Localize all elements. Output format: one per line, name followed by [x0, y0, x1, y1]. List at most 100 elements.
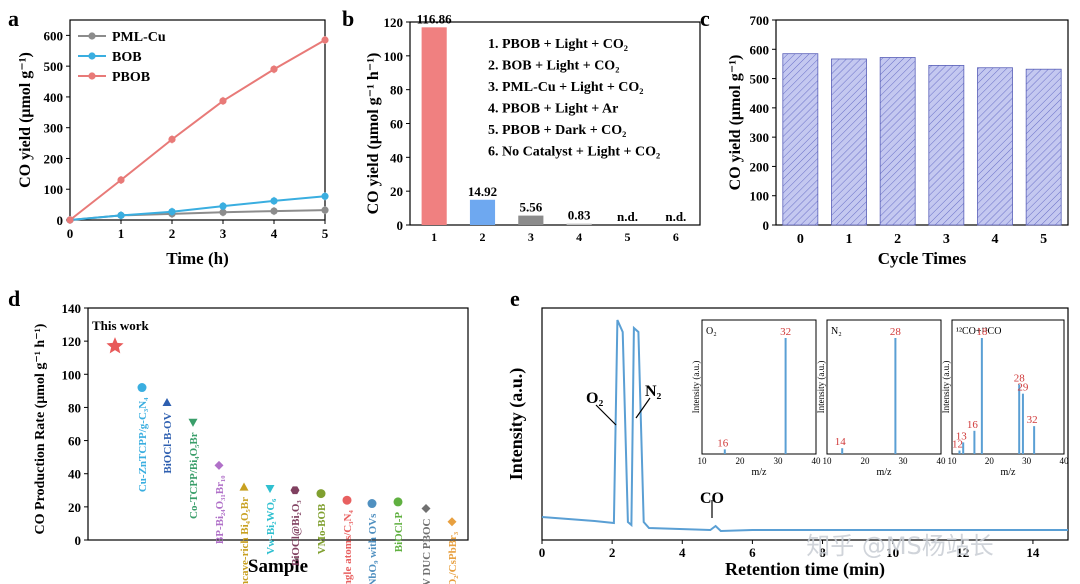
- x-tick-label: 1: [431, 230, 437, 244]
- data-point: [321, 192, 329, 200]
- point-label: Concave-rich Bi₄O₅Br: [239, 497, 251, 584]
- mass-peak-label: 16: [967, 419, 979, 431]
- data-point: [66, 216, 74, 224]
- legend-label: BOB: [112, 50, 142, 65]
- inset-x-tick: 20: [736, 456, 746, 466]
- y-tick-label: 100: [44, 182, 64, 197]
- point-label: BP-Bi₂₄O₃₁Br₁₀: [214, 475, 226, 544]
- mass-peak-label: 28: [890, 326, 902, 338]
- x-tick-label: 3: [220, 226, 227, 241]
- scatter-point: [447, 517, 457, 527]
- scatter-point: [162, 397, 172, 407]
- y-tick-label: 80: [390, 83, 403, 98]
- peak-label: CO: [700, 490, 724, 507]
- y-tick-label: 700: [750, 13, 770, 28]
- data-point: [270, 197, 278, 205]
- mass-peak-label: 16: [717, 437, 729, 449]
- x-tick-label: 5: [1040, 232, 1047, 247]
- inset-x-tick: 10: [698, 456, 708, 466]
- y-tick-label: 600: [750, 42, 770, 57]
- inset-x-tick: 40: [1060, 456, 1070, 466]
- y-tick-label: 40: [68, 467, 81, 482]
- scatter-point: [290, 486, 300, 495]
- y-tick-label: 20: [390, 184, 403, 199]
- y-tick-label: 300: [750, 130, 770, 145]
- inset-x-label: m/z: [1001, 467, 1017, 478]
- plot-frame: [775, 19, 1069, 226]
- x-axis-title: Sample: [248, 556, 308, 577]
- panel-label-c: c: [700, 6, 710, 31]
- inset-frame: [951, 319, 1065, 455]
- peak-label: N₂: [645, 383, 662, 400]
- scatter-point: [316, 489, 326, 499]
- panel-label-b: b: [342, 6, 354, 31]
- y-tick-label: 100: [384, 49, 404, 64]
- inset-x-tick: 40: [812, 456, 822, 466]
- x-tick-label: 0: [539, 545, 546, 560]
- y-axis-title: CO yield (μmol g⁻¹ h⁻¹): [365, 53, 382, 215]
- panel-d: 0 20 40 60 80 100 120 140 Sample CO Production Ra…: [33, 301, 469, 584]
- point-label: BiOCl-P: [393, 512, 405, 553]
- bar: [928, 64, 965, 226]
- peak-arrow: [595, 404, 617, 426]
- bar: [977, 67, 1013, 226]
- x-tick-label: 3: [528, 230, 534, 244]
- legend-label: PBOB: [112, 70, 150, 85]
- data-point: [219, 208, 227, 216]
- series-line-BOB: [69, 195, 326, 221]
- x-tick-label: 8: [819, 545, 826, 560]
- inset-x-tick: 20: [861, 456, 871, 466]
- y-tick-label: 20: [68, 500, 81, 515]
- y-tick-label: 60: [68, 434, 81, 449]
- x-axis-title: Retention time (min): [725, 559, 885, 580]
- point-label: Cu-ZnTCPP/g-C₃N₄: [137, 397, 149, 492]
- y-tick-label: 40: [390, 150, 403, 165]
- bar: [421, 27, 447, 226]
- scatter-point: [342, 495, 352, 505]
- panel-label-a: a: [8, 6, 19, 31]
- y-tick-label: 120: [384, 15, 404, 30]
- bar-value-label: n.d.: [665, 209, 686, 224]
- x-tick-label: 6: [749, 545, 756, 560]
- inset-y-label: Intensity (a.u.): [941, 361, 951, 414]
- y-tick-label: 0: [57, 213, 64, 228]
- y-axis-title: CO Production Rate (μmol g⁻¹ h⁻¹): [33, 323, 48, 534]
- x-tick-label: 12: [956, 545, 969, 560]
- panel-b: 0 20 40 60 80 100 120 116.86 1 14.92 2 5.56 3 0.83 4 n.…: [365, 11, 701, 244]
- inset-frame: [701, 319, 817, 455]
- point-label: BiOCl-B-OV: [162, 412, 174, 473]
- point-label: Bi₃TiNbO₉ with OVs: [367, 513, 379, 584]
- inset-title: O₂: [706, 326, 717, 337]
- y-tick-label: 300: [44, 121, 64, 136]
- watermark: 知乎 @MS杨站长: [806, 532, 994, 560]
- legend-item: 3. PML-Cu + Light + CO₂: [488, 80, 644, 95]
- mass-peak-label: 13: [956, 430, 968, 442]
- point-label: ROV DUC PBOC: [421, 518, 433, 584]
- inset-y-label: Intensity (a.u.): [691, 361, 701, 414]
- plot-frame: [69, 19, 326, 221]
- y-tick-label: 0: [763, 218, 770, 233]
- scatter-point: [421, 504, 431, 514]
- x-tick-label: 10: [886, 545, 899, 560]
- bar-value-label: 0.83: [568, 208, 591, 223]
- scatter-point: [367, 499, 377, 509]
- y-tick-label: 120: [62, 334, 82, 349]
- mass-peak-label: 32: [780, 326, 791, 338]
- mass-peak-label: 32: [1027, 414, 1038, 426]
- x-tick-label: 5: [625, 230, 631, 244]
- x-tick-label: 4: [271, 226, 278, 241]
- panel-label-d: d: [8, 286, 20, 311]
- panel-a: 0 100 200 300 400 500 600 0 1 2 3 4 5 Time (h) CO yiel…: [17, 19, 329, 268]
- scatter-point: [137, 383, 147, 393]
- inset-x-label: m/z: [877, 467, 893, 478]
- plot-frame: [541, 307, 1069, 541]
- data-point: [168, 208, 176, 216]
- inset-0: 10 20 30 40 m/z Intensity (a.u.) O₂ 16 32: [691, 319, 822, 478]
- x-tick-label: 0: [67, 226, 74, 241]
- inset-x-tick: 10: [823, 456, 833, 466]
- y-tick-label: 600: [44, 28, 64, 43]
- bar-value-label: 14.92: [468, 184, 497, 199]
- y-tick-label: 200: [750, 159, 770, 174]
- inset-x-tick: 10: [948, 456, 958, 466]
- point-label: VMo-BOB: [316, 503, 328, 554]
